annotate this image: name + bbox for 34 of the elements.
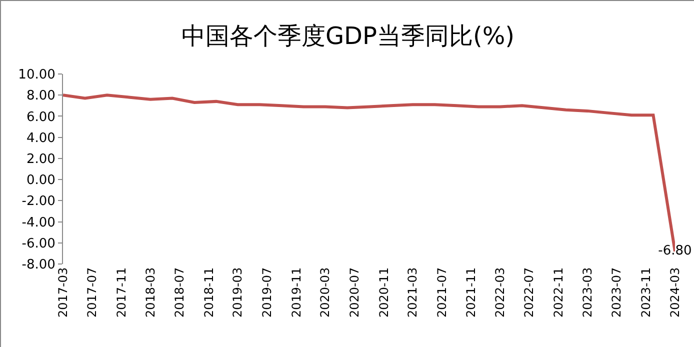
x-tick-label: 2017-07 [85,267,100,318]
x-tick-label: 2019-03 [230,267,245,318]
y-tick-label: 10.00 [18,68,56,83]
x-tick-label: 2021-07 [434,267,449,318]
y-tick-label: -2.00 [22,194,56,210]
x-tick-label: 2019-07 [260,267,274,318]
y-tick-label: 2.00 [26,152,56,167]
y-tick-label: 0.00 [26,173,56,188]
y-tick-label: 4.00 [26,130,56,146]
chart-title: 中国各个季度GDP当季同比(%) [181,22,515,50]
x-tick-label: 2023-03 [580,267,594,318]
y-tick-label: 8.00 [26,88,56,104]
data-label: -6.80 [658,244,692,259]
y-tick-label: -8.00 [22,258,56,273]
x-tick-label: 2020-11 [376,267,391,318]
y-tick-label: -4.00 [22,215,56,230]
x-tick-label: 2022-07 [522,267,536,318]
x-tick-label: 2017-11 [114,267,129,318]
y-tick-label: 6.00 [26,110,56,125]
x-tick-label: 2018-03 [143,267,158,318]
x-tick-label: 2020-07 [347,267,362,318]
x-tick-label: 2022-03 [492,267,507,318]
x-tick-label: 2018-11 [202,267,216,318]
x-tick-label: 2021-03 [406,267,420,318]
x-tick-label: 2021-11 [464,267,478,318]
x-tick-label: 2023-11 [638,267,653,318]
x-tick-label: 2019-11 [289,267,304,318]
y-tick-label: -6.00 [22,236,56,252]
x-tick-label: 2024-03 [668,267,682,318]
x-tick-label: 2017-03 [56,267,70,318]
x-tick-label: 2020-03 [318,267,332,318]
x-tick-label: 2023-07 [610,267,624,318]
x-tick-label: 2022-11 [552,267,566,318]
x-tick-label: 2018-07 [172,267,186,318]
